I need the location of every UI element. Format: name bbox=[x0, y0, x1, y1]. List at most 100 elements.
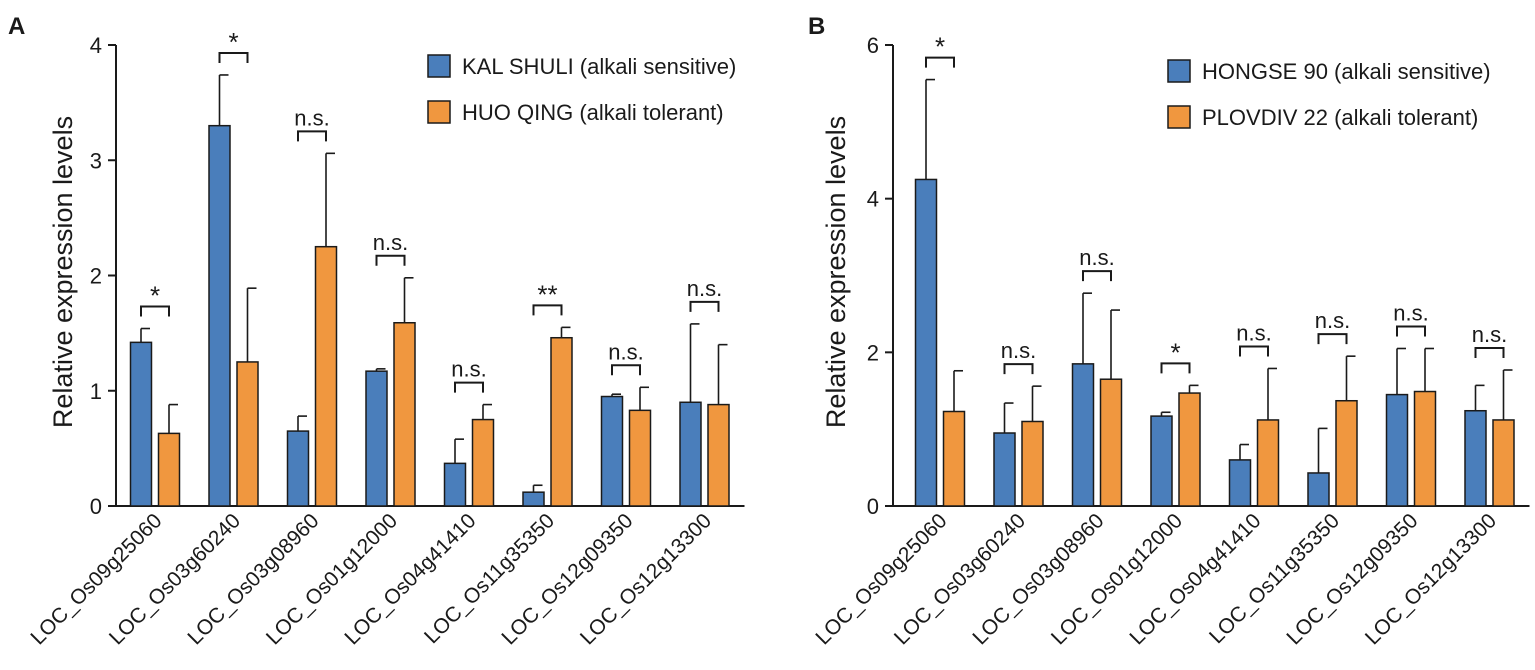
panel-a-legend-swatch-tolerant bbox=[427, 100, 451, 124]
panel-b-y-tick-label: 2 bbox=[867, 340, 879, 365]
panel-a-legend-label: KAL SHULI (alkali sensitive) bbox=[462, 54, 736, 79]
panel-a-bar-sensitive bbox=[365, 370, 388, 507]
panel-b: B Relative expression levels 0 2 4 6 * LOC_Os… bbox=[808, 13, 1530, 649]
panel-b-significance-bracket bbox=[925, 56, 955, 68]
panel-b-category-label: LOC_Os09g25060 bbox=[811, 509, 951, 649]
panel-b-bar-tolerant bbox=[1178, 392, 1201, 507]
panel-b-significance-bracket bbox=[1003, 363, 1034, 375]
panel-b-significance-label: n.s. bbox=[1079, 245, 1114, 270]
panel-a-legend-swatch-sensitive bbox=[427, 54, 451, 78]
panel-b-category-label: LOC_Os11g35350 bbox=[1205, 509, 1344, 648]
panel-a-bar-sensitive bbox=[522, 491, 545, 507]
panel-a-category-label: LOC_Os12g09350 bbox=[497, 509, 637, 649]
panel-a-y-tick-label: 0 bbox=[90, 494, 102, 519]
panel-b-legend-swatch-sensitive bbox=[1167, 59, 1191, 83]
panel-a-y-tick-label: 4 bbox=[90, 33, 102, 58]
panel-b-bar-sensitive bbox=[1464, 409, 1487, 507]
panel-a-bar-sensitive bbox=[129, 341, 153, 507]
panel-a-bar-sensitive bbox=[600, 395, 624, 507]
panel-a-bar-sensitive bbox=[208, 124, 231, 507]
panel-a-y-axis-title: Relative expression levels bbox=[48, 116, 78, 428]
panel-b-significance-bracket bbox=[1160, 362, 1191, 374]
panel-b-legend-label: PLOVDIV 22 (alkali tolerant) bbox=[1202, 105, 1478, 130]
panel-b-category-label: LOC_Os12g09350 bbox=[1282, 509, 1422, 649]
panel-a-significance-bracket bbox=[140, 305, 170, 317]
panel-a-significance-label: n.s. bbox=[687, 276, 722, 301]
panel-a-significance-label: * bbox=[228, 27, 238, 57]
panel-a-significance-bracket bbox=[611, 364, 641, 376]
panel-a-bar-tolerant bbox=[314, 245, 338, 507]
panel-b-bar-sensitive bbox=[1228, 459, 1252, 507]
panel-a-bar-tolerant bbox=[393, 322, 416, 507]
panel-a-category-label: LOC_Os09g25060 bbox=[26, 509, 166, 649]
panel-a-significance-bracket bbox=[532, 304, 563, 316]
panel-a-significance-label: ** bbox=[537, 279, 557, 309]
panel-b-y-axis-title: Relative expression levels bbox=[821, 116, 851, 428]
panel-a-bar-tolerant bbox=[236, 361, 259, 507]
panel-b-significance-label: * bbox=[1170, 337, 1180, 367]
panel-a-y-tick-label: 1 bbox=[90, 379, 102, 404]
panel-a-letter: A bbox=[8, 13, 25, 40]
panel-b-category-label: LOC_Os12g13300 bbox=[1361, 509, 1501, 649]
panel-a-significance-label: n.s. bbox=[373, 230, 408, 255]
panel-b-legend-swatch-tolerant bbox=[1167, 105, 1191, 129]
panel-a-category-label: LOC_Os03g08960 bbox=[183, 509, 323, 649]
panel-b-y-tick-label: 6 bbox=[867, 33, 879, 58]
panel-b-bar-sensitive bbox=[1307, 472, 1330, 507]
panel-a-y-tick-label: 3 bbox=[90, 148, 102, 173]
panel-a-bar-tolerant bbox=[550, 336, 573, 507]
panel-b-significance-label: n.s. bbox=[1393, 300, 1428, 325]
panel-b-bar-sensitive bbox=[1071, 363, 1095, 507]
panel-a-significance-bracket bbox=[375, 254, 406, 266]
panel-a-category-label: LOC_Os04g41410 bbox=[340, 509, 480, 649]
panel-b-legend-label: HONGSE 90 (alkali sensitive) bbox=[1202, 59, 1491, 84]
panel-b-bar-tolerant bbox=[942, 410, 966, 507]
panel-b-y-tick-label: 0 bbox=[867, 494, 879, 519]
panel-b-bar-tolerant bbox=[1413, 390, 1437, 507]
panel-b-bar-tolerant bbox=[1335, 399, 1358, 507]
panel-b-significance-bracket bbox=[1474, 347, 1505, 359]
panel-a-significance-bracket bbox=[218, 51, 249, 63]
panel-b-significance-bracket bbox=[1082, 270, 1112, 282]
panel-b-significance-bracket bbox=[1239, 345, 1269, 357]
panel-b-letter: B bbox=[808, 13, 825, 40]
panel-b-bar-sensitive bbox=[993, 432, 1016, 507]
panel-b-significance-label: n.s. bbox=[1472, 322, 1507, 347]
panel-b-bar-tolerant bbox=[1492, 419, 1515, 507]
panel-a-bar-sensitive bbox=[443, 462, 467, 507]
panel-b-category-label: LOC_Os03g08960 bbox=[968, 509, 1108, 649]
panel-a-significance-label: n.s. bbox=[608, 339, 643, 364]
panel-a-category-label: LOC_Os03g60240 bbox=[105, 509, 245, 649]
panel-a-category-label: LOC_Os01g12000 bbox=[262, 509, 402, 649]
panel-b-significance-bracket bbox=[1396, 325, 1426, 337]
panel-b-y-tick-label: 4 bbox=[867, 187, 879, 212]
panel-a-bar-tolerant bbox=[707, 403, 730, 507]
panel-a-category-label: LOC_Os11g35350 bbox=[420, 509, 559, 648]
panel-a-category-label: LOC_Os12g13300 bbox=[576, 509, 716, 649]
panel-b-bar-tolerant bbox=[1099, 378, 1123, 507]
panel-a-significance-label: n.s. bbox=[451, 357, 486, 382]
panel-a-bar-tolerant bbox=[157, 432, 181, 507]
panel-b-bar-sensitive bbox=[1150, 415, 1173, 507]
panel-b-bar-tolerant bbox=[1021, 420, 1044, 507]
panel-a-significance-bracket bbox=[689, 300, 720, 312]
panel-a-legend-label: HUO QING (alkali tolerant) bbox=[462, 100, 724, 125]
panel-a-significance-label: n.s. bbox=[294, 105, 329, 130]
panel-a-significance-label: * bbox=[150, 281, 160, 311]
panel-a-y-tick-label: 2 bbox=[90, 264, 102, 289]
panel-b-category-label: LOC_Os04g41410 bbox=[1125, 509, 1265, 649]
panel-b-significance-bracket bbox=[1317, 333, 1348, 345]
panel-b-significance-label: n.s. bbox=[1001, 338, 1036, 363]
panel-a-significance-bracket bbox=[297, 130, 327, 142]
panel-a-significance-bracket bbox=[454, 381, 484, 393]
panel-a: A Relative expression levels 0 1 2 3 4 * LOC_O… bbox=[8, 13, 745, 649]
panel-a-bar-sensitive bbox=[286, 430, 310, 507]
panel-b-bar-tolerant bbox=[1256, 419, 1280, 507]
panel-b-bar-sensitive bbox=[1385, 393, 1409, 507]
panel-a-bar-tolerant bbox=[471, 418, 495, 507]
panel-b-bar-sensitive bbox=[914, 178, 938, 507]
panel-a-bar-sensitive bbox=[679, 401, 702, 507]
panel-b-category-label: LOC_Os01g12000 bbox=[1047, 509, 1187, 649]
panel-b-category-label: LOC_Os03g60240 bbox=[890, 509, 1030, 649]
